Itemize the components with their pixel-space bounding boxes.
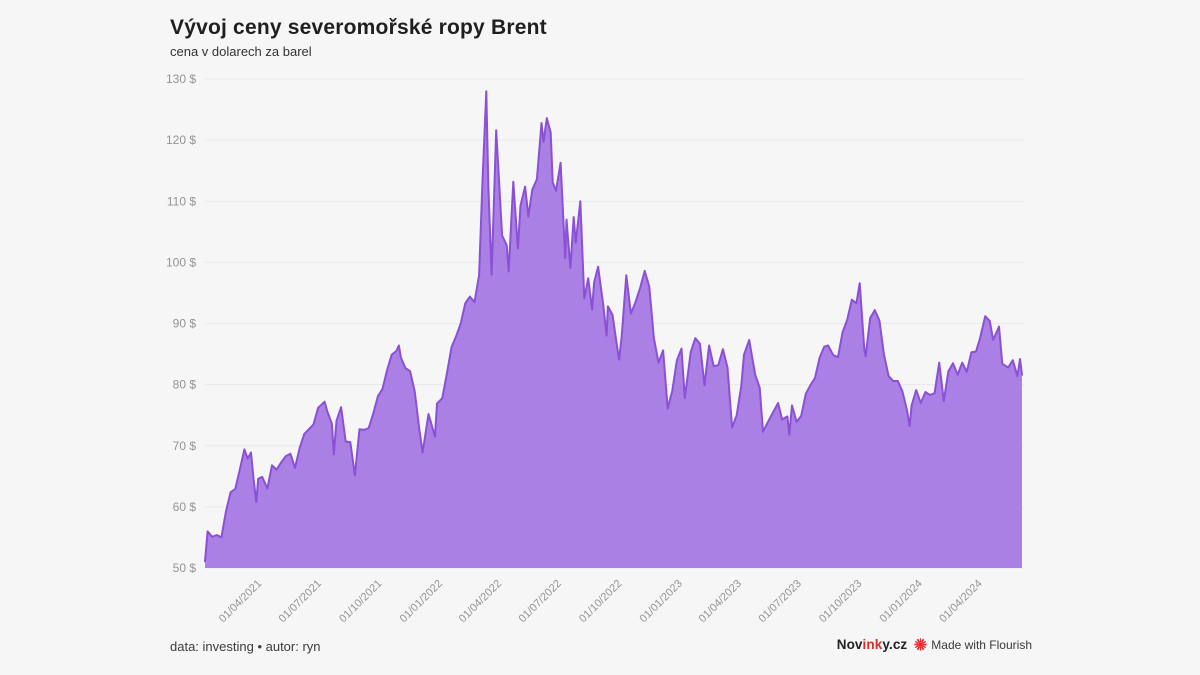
novinky-logo-highlight: ink [862,637,883,652]
novinky-logo-link[interactable]: Novinky.cz [837,637,908,652]
chart-subtitle: cena v dolarech za barel [170,44,312,59]
y-axis-tick-label: 110 $ [167,194,196,208]
y-axis-tick-label: 70 $ [173,439,197,453]
novinky-logo-part: Nov [836,637,863,652]
y-axis-tick-label: 120 $ [166,133,196,147]
x-axis-tick-label: 01/04/2021 [217,578,264,625]
x-axis-tick-label: 01/07/2022 [517,578,564,625]
x-axis-tick-label: 01/10/2021 [337,578,384,625]
x-axis-tick-label: 01/01/2022 [398,578,445,625]
data-credit: data: investing • autor: ryn [170,639,321,654]
y-axis-tick-label: 130 $ [166,72,196,86]
chart-title: Vývoj ceny severomořské ropy Brent [170,16,547,39]
novinky-logo-part: y.cz [882,637,908,652]
x-axis-tick-label: 01/01/2023 [638,578,685,625]
flourish-credit-label: Made with Flourish [931,637,1032,652]
price-area [205,91,1022,569]
x-axis-tick-label: 01/04/2022 [457,578,504,625]
y-axis-tick-label: 100 $ [166,255,196,269]
x-axis-tick-label: 01/04/2023 [697,578,744,625]
x-axis-tick-label: 01/10/2022 [577,578,624,625]
y-axis-tick-label: 60 $ [173,500,197,514]
x-axis-tick-label: 01/07/2021 [277,578,324,625]
x-axis-tick-label: 01/01/2024 [877,578,924,625]
x-axis-tick-label: 01/04/2024 [937,578,984,625]
flourish-starburst-icon [914,638,927,651]
y-axis-tick-label: 50 $ [173,561,197,575]
chart-header: Vývoj ceny severomořské ropy Brent cena … [170,16,547,59]
y-axis-tick-label: 90 $ [173,317,197,331]
footer-brand-row: Novinky.cz Made with Flourish [837,637,1032,652]
price-line [204,90,1023,563]
x-axis-tick-label: 01/10/2023 [817,578,864,625]
made-with-flourish-link[interactable]: Made with Flourish [914,638,1032,652]
y-axis-tick-label: 80 $ [173,378,197,392]
x-axis-tick-label: 01/07/2023 [757,578,804,625]
